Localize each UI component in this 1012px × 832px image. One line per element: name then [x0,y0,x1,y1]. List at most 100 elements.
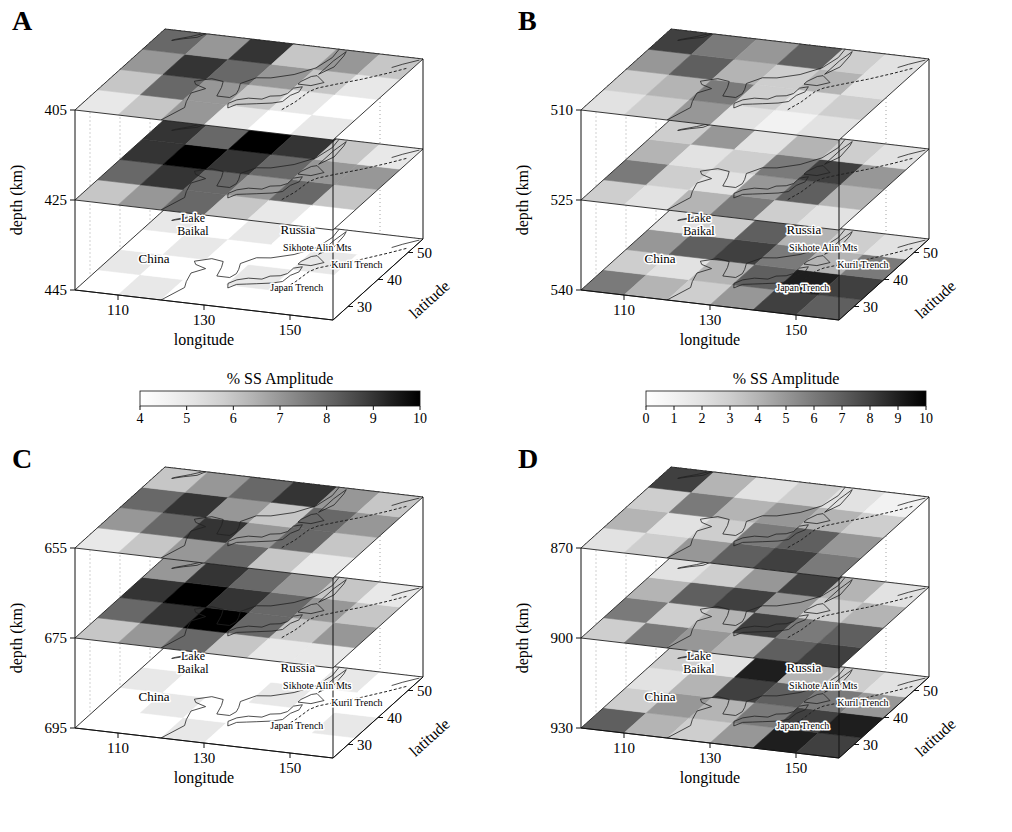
axis-line [333,140,334,320]
slice-outline [75,647,423,758]
tick [786,406,787,410]
tick-label: 525 [551,192,574,208]
coastline [667,229,845,300]
map-label: LakeBaikal [683,211,715,238]
map-label: Japan Trench [270,720,323,731]
axis-title: latitude [406,715,453,760]
tick-label: 30 [863,299,878,315]
back-walls [75,29,423,290]
coastline [825,52,853,75]
coastline [667,667,845,738]
slice-outline [75,119,423,230]
coastline [319,52,347,75]
map-label: China [644,251,675,266]
colorbar-title: % SS Amplitude [227,370,334,388]
tick-label: 150 [785,760,808,776]
tick [348,306,353,307]
slice [75,209,423,320]
tick-label: 5 [783,411,790,426]
tick [870,406,871,410]
panel: 655675695depth (km)110130150longitude304… [8,443,453,787]
tick-label: 110 [107,740,129,756]
tick-label: 30 [357,299,372,315]
tick [796,315,797,320]
tick [702,406,703,410]
slice-ground [75,209,423,320]
coastline [804,694,830,704]
tick-label: 110 [107,302,129,318]
tick-label: 870 [551,540,574,556]
map-label: Russia [281,660,316,675]
slice-ground [581,209,929,320]
panel: 405425445depth (km)110130150longitude304… [8,5,453,349]
map-label: Sikhote Alin Mts [789,680,857,691]
tick-label: 4 [137,411,144,426]
coastline [804,256,830,266]
map-label: LakeBaikal [177,649,209,676]
tick [796,753,797,758]
coastline [298,694,324,704]
tick [326,406,327,410]
panel: 870900930depth (km)110130150longitude304… [514,443,959,787]
tick-label: 130 [699,312,722,328]
tick-label: 40 [387,272,402,288]
annotations: LakeBaikalRussiaChinaSikhote Alin MtsKur… [644,211,888,294]
axis-line [839,578,840,758]
tick-label: 40 [893,272,908,288]
tick-label: 675 [45,630,68,646]
coastline [298,604,324,614]
coastline [804,76,830,86]
tick [378,717,383,718]
axis-line [423,59,424,239]
tick-label: 50 [417,683,432,699]
map-label: LakeBaikal [683,649,715,676]
tick [898,406,899,410]
coastline [667,139,845,210]
coastline [161,229,339,300]
tick [290,315,291,320]
axis-line [839,140,840,320]
tick-label: 6 [230,411,237,426]
coastline [319,490,347,513]
coastline [804,166,830,176]
axis-title: longitude [174,331,234,349]
tick-label: 150 [785,322,808,338]
tick-label: 40 [387,710,402,726]
slice [75,29,423,140]
tick [842,406,843,410]
slice-outline [581,29,929,140]
panel: 510525540depth (km)110130150longitude304… [514,5,959,349]
tick [70,200,75,201]
slice-ground [581,557,929,668]
coastline [319,142,347,165]
tick-label: 30 [357,737,372,753]
coastline [804,514,830,524]
slice [75,119,423,230]
panel-letter: B [518,5,537,36]
map-label: China [644,689,675,704]
colorbar: % SS Amplitude45678910 [137,370,428,426]
tick [710,743,711,748]
axis-title: longitude [680,769,740,787]
colorbar-title: % SS Amplitude [733,370,840,388]
axis-title: latitude [406,277,453,322]
map-label: Kuril Trench [331,697,382,708]
slice [581,209,929,320]
tick [814,406,815,410]
colorbar-bar [140,391,420,406]
slice-outline [75,467,423,578]
panel-letter: A [12,5,33,36]
axis-title: depth (km) [514,165,532,236]
frame: 870900930depth (km)110130150longitude304… [514,497,959,787]
tick [624,733,625,738]
tick [348,744,353,745]
coastline [825,580,853,603]
tick [408,252,413,253]
axis-title: depth (km) [8,603,26,674]
slice-outline [581,557,929,668]
tick-label: 1 [671,411,678,426]
tick [576,728,581,729]
slice-ground [581,647,929,758]
axis-line [929,59,930,239]
annotations: LakeBaikalRussiaChinaSikhote Alin MtsKur… [138,211,382,294]
